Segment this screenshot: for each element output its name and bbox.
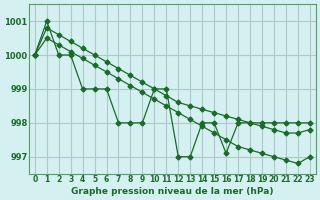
- X-axis label: Graphe pression niveau de la mer (hPa): Graphe pression niveau de la mer (hPa): [71, 187, 274, 196]
